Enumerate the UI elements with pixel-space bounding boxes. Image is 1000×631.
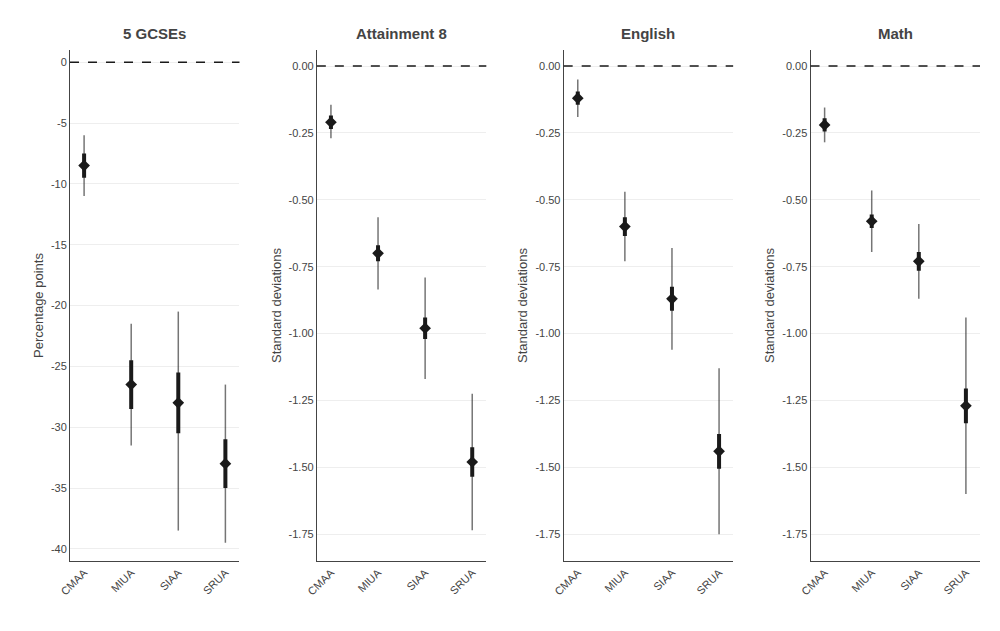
svg-text:-0.25: -0.25 xyxy=(535,127,560,139)
svg-text:-25: -25 xyxy=(51,360,67,372)
svg-text:-1.25: -1.25 xyxy=(535,394,560,406)
svg-text:5 GCSEs: 5 GCSEs xyxy=(123,25,186,42)
svg-text:Standard deviations: Standard deviations xyxy=(515,248,530,363)
svg-text:-35: -35 xyxy=(51,482,67,494)
svg-text:MIUA: MIUA xyxy=(109,566,137,594)
svg-text:SIAA: SIAA xyxy=(404,566,431,593)
svg-text:0.00: 0.00 xyxy=(292,60,313,72)
svg-text:MIUA: MIUA xyxy=(602,566,630,594)
svg-text:MIUA: MIUA xyxy=(849,566,877,594)
svg-text:-1.00: -1.00 xyxy=(289,327,314,339)
svg-text:0.00: 0.00 xyxy=(539,60,560,72)
svg-text:SIAA: SIAA xyxy=(898,566,925,593)
svg-text:-30: -30 xyxy=(51,421,67,433)
svg-text:-0.25: -0.25 xyxy=(289,127,314,139)
svg-text:-40: -40 xyxy=(51,543,67,555)
svg-text:-15: -15 xyxy=(51,239,67,251)
svg-text:-1.25: -1.25 xyxy=(782,394,807,406)
svg-text:-0.75: -0.75 xyxy=(782,261,807,273)
svg-text:CMAA: CMAA xyxy=(799,566,830,597)
svg-text:-0.50: -0.50 xyxy=(535,194,560,206)
svg-text:-0.50: -0.50 xyxy=(782,194,807,206)
svg-text:-1.00: -1.00 xyxy=(535,327,560,339)
svg-text:SRUA: SRUA xyxy=(694,566,725,597)
svg-text:-0.50: -0.50 xyxy=(289,194,314,206)
svg-text:-1.50: -1.50 xyxy=(289,461,314,473)
svg-text:CMAA: CMAA xyxy=(305,566,336,597)
svg-text:Percentage points: Percentage points xyxy=(31,253,46,358)
svg-text:-1.50: -1.50 xyxy=(782,461,807,473)
svg-text:-0.75: -0.75 xyxy=(289,261,314,273)
svg-text:-1.50: -1.50 xyxy=(535,461,560,473)
svg-text:SRUA: SRUA xyxy=(447,566,478,597)
svg-text:Standard deviations: Standard deviations xyxy=(269,248,284,363)
svg-text:-1.75: -1.75 xyxy=(289,528,314,540)
svg-text:-1.25: -1.25 xyxy=(289,394,314,406)
svg-text:Math: Math xyxy=(878,25,913,42)
svg-text:-1.75: -1.75 xyxy=(535,528,560,540)
svg-text:-5: -5 xyxy=(57,117,67,129)
svg-text:SRUA: SRUA xyxy=(201,566,232,597)
svg-text:-10: -10 xyxy=(51,178,67,190)
svg-text:Attainment 8: Attainment 8 xyxy=(356,25,447,42)
svg-text:Standard deviations: Standard deviations xyxy=(762,248,777,363)
svg-text:0: 0 xyxy=(61,56,67,68)
svg-text:-1.75: -1.75 xyxy=(782,528,807,540)
svg-text:-20: -20 xyxy=(51,299,67,311)
svg-text:SIAA: SIAA xyxy=(651,566,678,593)
svg-text:0.00: 0.00 xyxy=(786,60,807,72)
svg-text:CMAA: CMAA xyxy=(58,566,89,597)
svg-text:English: English xyxy=(621,25,675,42)
svg-text:SRUA: SRUA xyxy=(941,566,972,597)
svg-text:MIUA: MIUA xyxy=(355,566,383,594)
svg-text:-0.75: -0.75 xyxy=(535,261,560,273)
svg-text:SIAA: SIAA xyxy=(157,566,184,593)
svg-text:CMAA: CMAA xyxy=(552,566,583,597)
svg-text:-1.00: -1.00 xyxy=(782,327,807,339)
svg-text:-0.25: -0.25 xyxy=(782,127,807,139)
